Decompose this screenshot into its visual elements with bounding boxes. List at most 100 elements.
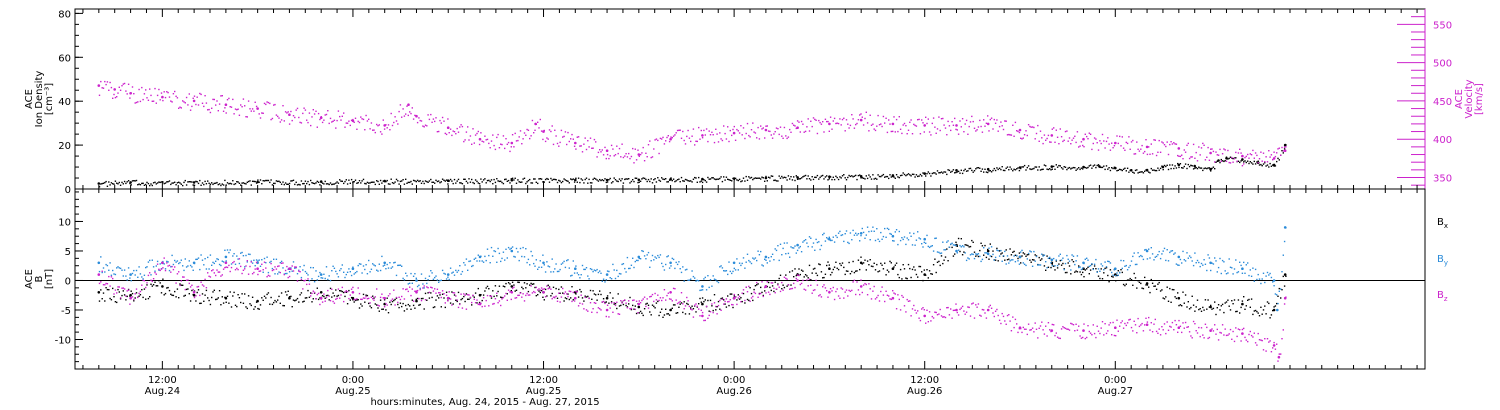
data-point-density xyxy=(796,176,799,179)
series-dot-bz xyxy=(1002,315,1005,318)
series-dot-velocity xyxy=(984,125,986,127)
series-dot-bx xyxy=(544,288,547,291)
series-dot-bx xyxy=(362,293,365,296)
series-dot-velocity xyxy=(1129,148,1131,150)
series-dot-density xyxy=(729,179,731,181)
series-dot-bx xyxy=(1219,309,1221,311)
series-dot-velocity xyxy=(1112,147,1114,149)
series-dot-by xyxy=(229,249,231,251)
series-dot-by xyxy=(129,277,131,279)
series-dot-bx xyxy=(102,292,105,294)
series-dot-density xyxy=(1041,168,1043,171)
data-point-density xyxy=(256,180,259,184)
series-dot-bx xyxy=(865,269,867,271)
series-dot-density xyxy=(1244,160,1246,162)
series-dot-density xyxy=(909,174,911,176)
series-dot-by xyxy=(121,269,123,271)
series-dot-bx xyxy=(323,295,325,298)
series-dot-bx xyxy=(199,302,201,305)
series-dot-velocity xyxy=(189,109,192,111)
series-dot-bz xyxy=(601,301,603,303)
series-dot-density xyxy=(773,179,775,182)
series-dot-velocity xyxy=(1195,151,1197,154)
series-dot-velocity xyxy=(1212,150,1215,153)
series-dot-by xyxy=(723,270,725,272)
series-dot-bz xyxy=(972,302,974,304)
series-dot-density xyxy=(492,183,494,185)
series-dot-velocity xyxy=(397,123,399,125)
series-dot-bz xyxy=(1049,329,1051,331)
series-dot-velocity xyxy=(675,132,677,134)
series-dot-bz xyxy=(971,303,973,305)
series-dot-bx xyxy=(1138,281,1141,283)
series-dot-bz xyxy=(728,300,730,303)
series-dot-bz xyxy=(680,292,683,294)
series-dot-bx xyxy=(1067,262,1069,264)
series-dot-density xyxy=(1245,161,1247,164)
series-dot-density xyxy=(517,179,519,181)
series-dot-density xyxy=(1196,167,1199,170)
series-dot-velocity xyxy=(504,147,506,150)
series-dot-density xyxy=(1253,160,1255,163)
series-dot-by xyxy=(1138,255,1141,258)
series-dot-bz xyxy=(926,309,928,311)
series-dot-velocity xyxy=(178,107,180,109)
series-dot-velocity xyxy=(831,128,833,130)
series-dot-by xyxy=(688,279,691,281)
series-dot-bx xyxy=(955,241,957,243)
series-dot-velocity xyxy=(1273,151,1275,153)
data-point-by xyxy=(986,252,990,256)
series-dot-bx xyxy=(1229,309,1232,311)
series-dot-by xyxy=(423,287,425,289)
series-dot-by xyxy=(436,279,439,281)
series-dot-by xyxy=(629,267,631,270)
series-dot-density xyxy=(294,183,296,186)
series-dot-density xyxy=(405,178,407,180)
series-dot-by xyxy=(814,249,816,251)
series-dot-density xyxy=(643,177,646,180)
series-dot-by xyxy=(230,263,233,265)
data-point-velocity xyxy=(534,122,537,126)
series-dot-density xyxy=(406,182,408,184)
series-dot-density xyxy=(540,178,543,180)
series-dot-bx xyxy=(307,289,309,292)
series-dot-density xyxy=(824,176,827,178)
series-dot-bx xyxy=(158,280,160,282)
series-dot-bx xyxy=(1056,267,1059,269)
series-dot-velocity xyxy=(294,116,296,119)
series-dot-by xyxy=(844,233,846,235)
series-dot-velocity xyxy=(138,88,140,91)
series-dot-density xyxy=(905,174,907,177)
y-tick-label: 0 xyxy=(65,185,71,196)
series-dot-bz xyxy=(1101,321,1104,323)
series-dot-bx xyxy=(349,299,351,301)
series-dot-by xyxy=(509,248,511,250)
series-dot-density xyxy=(562,180,564,183)
series-dot-bx xyxy=(100,289,102,291)
series-dot-by xyxy=(600,272,602,274)
series-dot-bx xyxy=(909,267,911,270)
series-dot-bz xyxy=(630,307,633,310)
series-dot-by xyxy=(1224,270,1226,272)
series-dot-bx xyxy=(973,251,976,253)
series-dot-density xyxy=(513,179,515,181)
series-dot-velocity xyxy=(860,113,862,115)
series-dot-density xyxy=(523,177,526,179)
series-dot-bz xyxy=(472,294,474,296)
series-dot-bz xyxy=(303,280,305,282)
series-dot-velocity xyxy=(1220,160,1222,162)
series-dot-velocity xyxy=(217,110,219,112)
series-dot-density xyxy=(230,183,233,185)
series-dot-bz xyxy=(576,291,578,293)
series-dot-by xyxy=(455,269,457,272)
series-dot-velocity xyxy=(1125,141,1127,144)
series-dot-velocity xyxy=(1148,146,1150,148)
series-dot-bz xyxy=(1038,327,1040,329)
series-dot-bz xyxy=(436,288,439,290)
series-dot-velocity xyxy=(1134,153,1137,155)
series-dot-density xyxy=(758,177,761,179)
series-dot-velocity xyxy=(804,130,807,133)
series-dot-density xyxy=(253,180,255,183)
series-dot-bx xyxy=(1171,288,1174,291)
series-dot-velocity xyxy=(286,112,288,114)
